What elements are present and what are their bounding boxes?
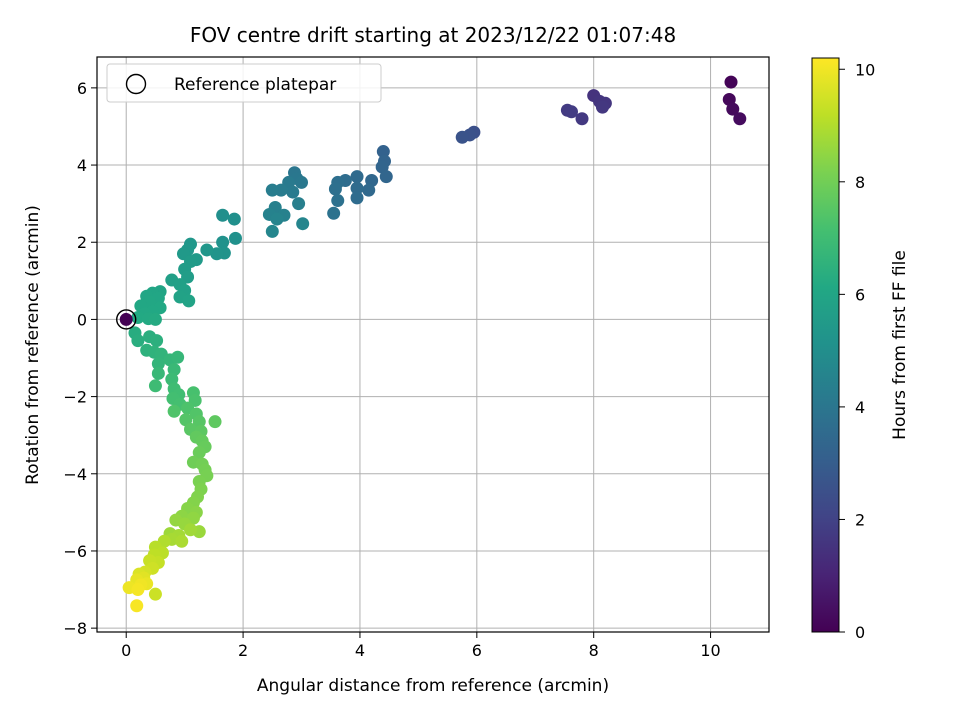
legend-label: Reference platepar xyxy=(174,75,336,95)
colorbar-tick-label: 10 xyxy=(855,60,875,79)
x-tick-label: 4 xyxy=(355,641,365,660)
y-tick-label: 6 xyxy=(77,79,87,98)
data-point xyxy=(148,312,162,326)
legend-box xyxy=(106,63,382,103)
y-axis-label: Rotation from reference (arcmin) xyxy=(23,205,43,485)
colorbar: 0 2 4 6 8 10 Hours from first FF file xyxy=(811,57,910,642)
data-point xyxy=(171,350,185,364)
data-point xyxy=(182,294,196,308)
grid xyxy=(97,57,769,632)
y-tick-label: 2 xyxy=(77,233,87,252)
colorbar-tick-label: 2 xyxy=(855,510,865,529)
y-tick-label: −4 xyxy=(63,465,87,484)
reference-platepar-marker xyxy=(116,309,137,330)
y-tick-label: −6 xyxy=(63,542,87,561)
data-point xyxy=(575,112,589,126)
data-point xyxy=(216,208,230,222)
chart-title: FOV centre drift starting at 2023/12/22 … xyxy=(190,23,676,47)
x-tick-label: 2 xyxy=(238,641,248,660)
data-point xyxy=(295,175,309,189)
data-point xyxy=(208,415,222,429)
data-point xyxy=(564,105,578,119)
legend-marker xyxy=(125,73,147,95)
data-point xyxy=(179,413,193,427)
y-tick-label: 4 xyxy=(77,156,87,175)
x-axis-ticks: 0 2 4 6 8 10 xyxy=(121,632,721,660)
data-point xyxy=(175,534,189,548)
data-point xyxy=(151,366,165,380)
data-point xyxy=(130,599,144,613)
data-point xyxy=(192,446,206,460)
data-point xyxy=(148,587,162,601)
data-point xyxy=(328,182,342,196)
y-axis-ticks: −8 −6 −4 −2 0 2 4 6 xyxy=(63,79,97,638)
data-point xyxy=(350,170,364,184)
data-point xyxy=(119,312,133,326)
colorbar-gradient xyxy=(811,57,840,633)
y-tick-label: −8 xyxy=(63,619,87,638)
x-tick-label: 8 xyxy=(589,641,599,660)
data-point xyxy=(131,583,145,597)
data-point xyxy=(595,100,609,114)
data-point xyxy=(379,170,393,184)
data-point xyxy=(455,130,469,144)
data-point xyxy=(292,197,306,211)
plot-frame xyxy=(96,56,770,633)
colorbar-label: Hours from first FF file xyxy=(890,250,910,440)
x-axis-label: Angular distance from reference (arcmin) xyxy=(257,676,609,696)
data-point xyxy=(210,247,224,261)
data-point xyxy=(151,357,165,371)
data-point xyxy=(726,102,740,116)
colorbar-tick-label: 6 xyxy=(855,285,865,304)
data-point xyxy=(167,404,181,418)
data-point xyxy=(200,243,214,257)
plot-area xyxy=(97,57,769,632)
colorbar-tick-label: 8 xyxy=(855,173,865,192)
data-point xyxy=(265,224,279,238)
data-point xyxy=(296,217,310,231)
data-point xyxy=(148,379,162,393)
legend: Reference platepar xyxy=(106,63,382,103)
data-point xyxy=(265,183,279,197)
x-tick-label: 6 xyxy=(472,641,482,660)
data-point xyxy=(327,206,341,220)
y-tick-label: −2 xyxy=(63,388,87,407)
scatter-points xyxy=(116,75,747,613)
data-point xyxy=(270,212,284,226)
data-point xyxy=(350,181,364,195)
colorbar-tick-label: 0 xyxy=(855,623,865,642)
data-point xyxy=(350,191,364,205)
x-tick-label: 0 xyxy=(121,641,131,660)
y-tick-label: 0 xyxy=(77,310,87,329)
data-point xyxy=(331,194,345,208)
data-point xyxy=(227,212,241,226)
data-point xyxy=(228,231,242,245)
data-point xyxy=(192,415,206,429)
data-point xyxy=(376,145,390,159)
data-point xyxy=(216,235,230,249)
colorbar-ticks: 0 2 4 6 8 10 xyxy=(839,60,875,642)
data-point xyxy=(131,334,145,348)
data-point xyxy=(183,523,197,537)
data-point xyxy=(150,334,164,348)
colorbar-tick-label: 4 xyxy=(855,398,865,417)
data-point xyxy=(724,75,738,89)
data-point xyxy=(362,183,376,197)
data-point xyxy=(286,185,300,199)
data-point xyxy=(733,112,747,126)
x-tick-label: 10 xyxy=(700,641,720,660)
